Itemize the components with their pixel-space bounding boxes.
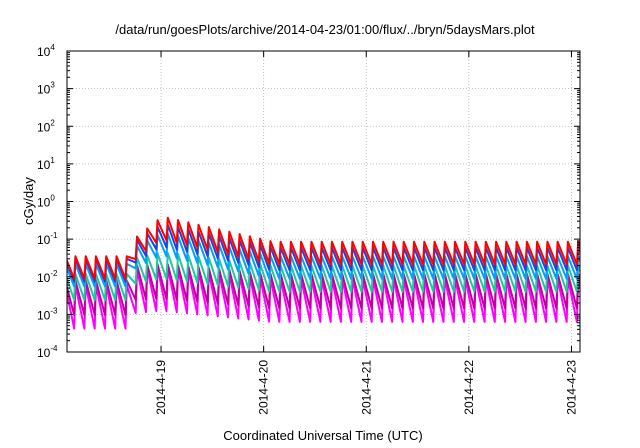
x-tick-label: 2014-4-19 bbox=[154, 360, 168, 415]
y-tick-label: 101 bbox=[37, 156, 55, 172]
y-tick-label: 10-3 bbox=[37, 306, 58, 322]
x-axis: 2014-4-19 2014-4-20 2014-4-21 2014-4-22 2014… bbox=[154, 51, 578, 415]
series-line-4 bbox=[67, 251, 580, 302]
y-axis-label: cGy/day bbox=[21, 177, 36, 225]
series-line-6 bbox=[67, 266, 580, 330]
x-tick-label: 2014-4-20 bbox=[257, 360, 271, 415]
y-tick-label: 102 bbox=[37, 118, 55, 134]
series-line-3 bbox=[67, 232, 580, 288]
x-tick-label: 2014-4-21 bbox=[359, 360, 373, 415]
y-tick-label: 104 bbox=[37, 43, 55, 59]
y-tick-label: 103 bbox=[37, 81, 55, 97]
y-tick-label: 10-4 bbox=[37, 344, 58, 360]
series-line-5 bbox=[67, 263, 580, 316]
series-layer bbox=[67, 216, 580, 330]
y-tick-label: 10-1 bbox=[37, 231, 58, 247]
x-tick-label: 2014-4-23 bbox=[564, 360, 578, 415]
x-tick-label: 2014-4-22 bbox=[462, 360, 476, 415]
grid bbox=[67, 51, 580, 352]
series-line-2 bbox=[67, 223, 580, 283]
series-line-1 bbox=[67, 216, 580, 280]
x-axis-label: Coordinated Universal Time (UTC) bbox=[223, 428, 422, 443]
y-tick-label: 100 bbox=[37, 194, 55, 210]
chart-title: /data/run/goesPlots/archive/2014-04-23/0… bbox=[115, 22, 535, 37]
y-tick-label: 10-2 bbox=[37, 269, 58, 285]
